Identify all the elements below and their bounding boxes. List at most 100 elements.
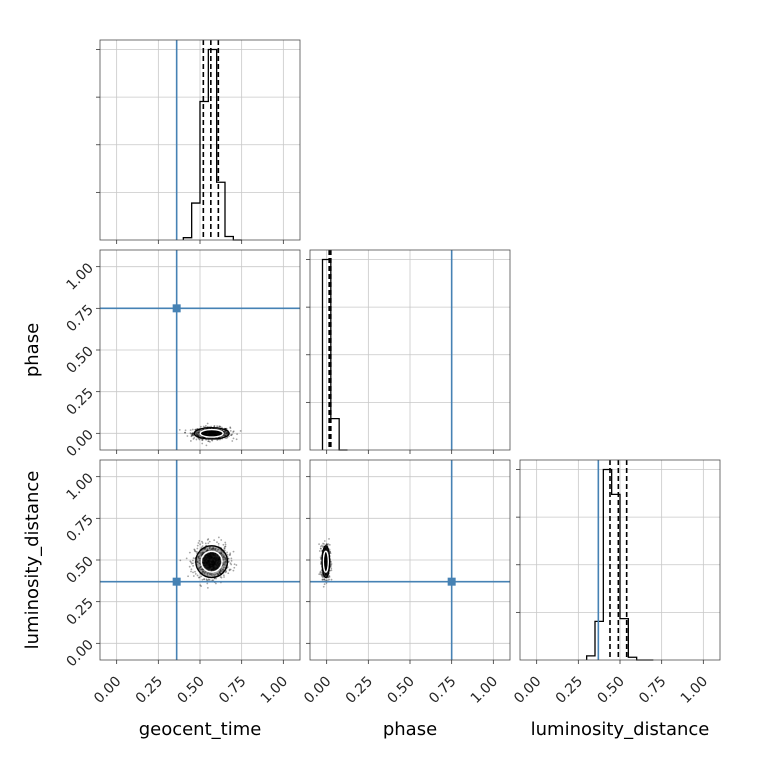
sample-point	[230, 434, 233, 436]
sample-point	[191, 433, 194, 436]
density-core	[202, 552, 221, 571]
sample-point	[216, 572, 218, 575]
sample-point	[201, 578, 204, 581]
sample-point	[324, 548, 326, 550]
sample-point	[198, 555, 201, 558]
sample-point	[202, 551, 204, 554]
sample-point	[320, 558, 322, 560]
truth-marker	[447, 577, 456, 586]
sample-point	[184, 431, 187, 434]
sample-point	[330, 569, 333, 572]
sample-point	[220, 539, 223, 541]
sample-point	[220, 576, 223, 579]
sample-point	[192, 562, 194, 565]
sample-point	[203, 578, 206, 580]
x-tick-label: 0.50	[594, 674, 627, 707]
sample-point	[197, 542, 200, 544]
sample-point	[224, 557, 227, 560]
sample-point	[198, 437, 200, 440]
sample-point	[220, 567, 223, 570]
sample-point	[324, 573, 327, 576]
sample-point	[324, 547, 327, 550]
sample-point	[208, 579, 211, 581]
sample-point	[198, 557, 201, 560]
sample-point	[321, 575, 324, 578]
sample-point	[325, 548, 327, 550]
sample-point	[194, 550, 197, 553]
sample-point	[327, 576, 330, 579]
sample-point	[223, 556, 226, 559]
sample-point	[206, 586, 209, 589]
contour-inner	[199, 428, 224, 438]
xlabel-geocent-time: geocent_time	[139, 719, 262, 740]
sample-point	[222, 566, 225, 569]
sample-point	[201, 438, 204, 441]
sample-point	[199, 425, 202, 428]
sample-point	[231, 433, 234, 436]
sample-point	[207, 538, 210, 540]
sample-point	[223, 564, 226, 566]
sample-point	[204, 548, 206, 550]
sample-point	[223, 547, 226, 550]
y-tick-label: 0.75	[63, 512, 96, 545]
sample-point	[197, 433, 199, 436]
sample-point	[231, 440, 234, 442]
sample-point	[221, 553, 224, 556]
x-tick-label: 0.00	[511, 674, 544, 707]
sample-point	[211, 579, 214, 582]
sample-point	[189, 429, 192, 432]
sample-point	[197, 431, 199, 434]
sample-point	[224, 562, 226, 565]
sample-point	[211, 439, 214, 442]
sample-point	[206, 538, 209, 541]
x-tick-label: 0.75	[636, 674, 669, 707]
sample-point	[200, 575, 203, 578]
sample-point	[321, 576, 324, 579]
sample-point	[199, 566, 202, 568]
x-tick-label: 0.75	[216, 674, 249, 707]
sample-point	[323, 540, 326, 542]
sample-point	[229, 553, 231, 556]
y-tick-label: 1.00	[63, 470, 96, 503]
sample-point	[189, 440, 192, 442]
sample-point	[198, 576, 201, 579]
sample-point	[222, 574, 225, 577]
sample-point	[222, 557, 224, 560]
y-tick-label: 0.00	[63, 427, 96, 460]
sample-point	[222, 568, 224, 571]
sample-point	[210, 574, 213, 577]
sample-point	[229, 426, 232, 429]
xlabel-geocent_time: geocent_time	[139, 719, 262, 740]
sample-point	[199, 566, 202, 569]
sample-point	[216, 439, 219, 441]
sample-point	[199, 562, 201, 565]
sample-point	[216, 541, 218, 544]
sample-point	[203, 572, 206, 575]
sample-point	[216, 425, 219, 428]
sample-point	[227, 560, 230, 563]
sample-point	[215, 577, 217, 580]
sample-point	[225, 560, 228, 563]
sample-point	[222, 563, 225, 566]
sample-point	[191, 432, 194, 435]
sample-point	[200, 553, 203, 556]
sample-point	[205, 578, 208, 581]
sample-point	[185, 557, 188, 560]
x-tick-label: 0.00	[301, 674, 334, 707]
sample-point	[208, 572, 211, 575]
sample-point	[325, 543, 328, 545]
sample-point	[206, 549, 208, 552]
sample-point	[230, 434, 233, 437]
sample-point	[222, 555, 225, 558]
sample-point	[198, 566, 201, 569]
sample-point	[219, 552, 222, 555]
contour-outer	[193, 426, 230, 440]
sample-point	[213, 425, 216, 428]
sample-point	[200, 551, 203, 554]
sample-point	[220, 551, 223, 554]
sample-point	[324, 548, 327, 550]
sample-point	[197, 556, 200, 558]
sample-point	[192, 575, 195, 577]
sample-point	[213, 577, 216, 580]
ylabel-phase: phase	[22, 323, 43, 377]
